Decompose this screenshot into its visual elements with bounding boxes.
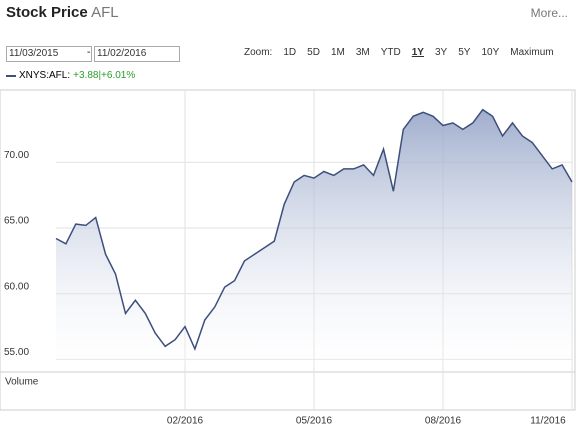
y-tick-label: 65.00	[4, 216, 29, 227]
y-tick-label: 55.00	[4, 347, 29, 358]
from-date[interactable]: 11/03/2015	[6, 46, 92, 62]
title: Stock Price	[6, 4, 88, 21]
zoom-option[interactable]: 1M	[330, 47, 345, 58]
area	[56, 109, 572, 366]
zoom: Zoom: 1D 5D 1M 3M YTD 1Y 3Y 5Y 10Y Maximum	[244, 47, 554, 58]
zoom-option[interactable]: 10Y	[481, 47, 500, 58]
legend-swatch	[6, 74, 16, 77]
header: Stock Price AFL	[6, 4, 119, 21]
to-date[interactable]: 11/02/2016	[94, 46, 180, 62]
legend-change: +3.88|+6.01%	[73, 70, 136, 81]
more-link[interactable]: More...	[530, 6, 568, 20]
zoom-option[interactable]: 5D	[307, 47, 320, 58]
zoom-option[interactable]: 5Y	[458, 47, 471, 58]
y-tick-label: 60.00	[4, 281, 29, 292]
zoom-option[interactable]: 3Y	[434, 47, 448, 58]
symbol: AFL	[91, 4, 119, 21]
zoom-option[interactable]: YTD	[380, 47, 401, 58]
volume-label: Volume	[5, 377, 39, 388]
zoom-option[interactable]: Maximum	[510, 47, 554, 58]
plot-frame	[0, 89, 576, 411]
x-tick-label: 02/2016	[167, 416, 204, 427]
legend: XNYS:AFL: +3.88|+6.01%	[6, 70, 135, 81]
x-tick-label: 05/2016	[296, 416, 333, 427]
price-line	[55, 108, 573, 351]
y-tick-label: 70.00	[4, 150, 29, 161]
dash: -	[87, 47, 91, 58]
zoom-option[interactable]: 1D	[283, 47, 297, 58]
x-tick-label: 08/2016	[425, 416, 462, 427]
zoom-label: Zoom:	[244, 47, 273, 58]
legend-name: XNYS:AFL:	[19, 70, 71, 81]
zoom-option[interactable]: 3M	[355, 47, 370, 58]
zoom-option[interactable]: 1Y	[411, 47, 424, 58]
x-tick-label: 11/2016	[530, 416, 566, 427]
